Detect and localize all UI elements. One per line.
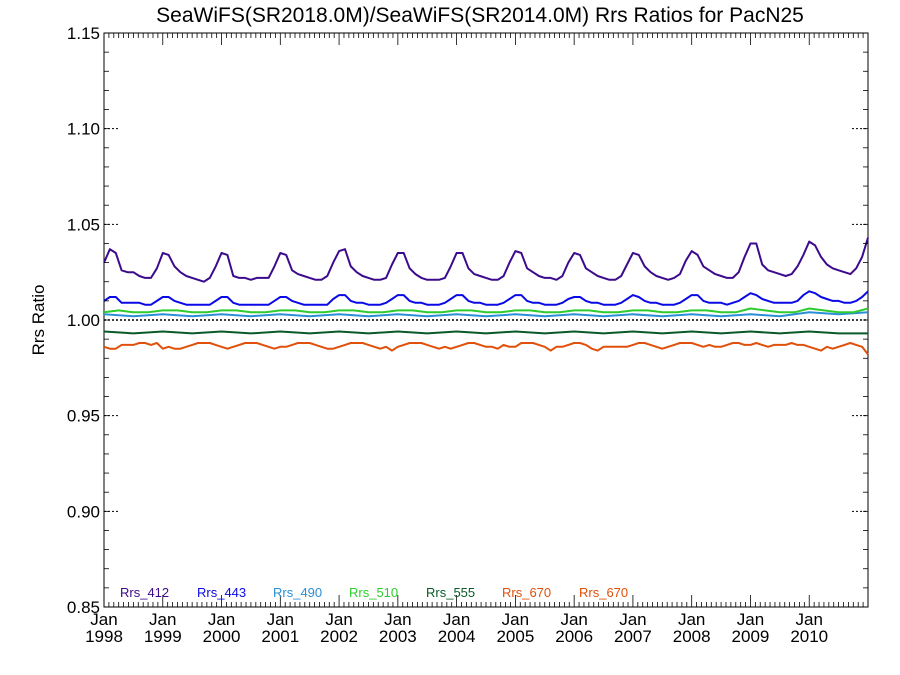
series-line-rrs-490 — [103, 311, 869, 318]
legend-item: Rrs_555 — [426, 585, 475, 600]
y-tick-label: 0.95 — [67, 407, 100, 426]
legend-item: Rrs_443 — [197, 585, 246, 600]
y-tick-label: 0.85 — [67, 598, 100, 617]
axes-layer: 0.850.900.951.001.051.101.15Jan1998Jan19… — [67, 24, 869, 646]
series-line-rrs-670 — [103, 342, 869, 356]
x-tick-label-month: Jan — [325, 610, 352, 629]
x-tick-label-year: 2008 — [673, 627, 711, 646]
x-tick-label-year: 1998 — [85, 627, 123, 646]
x-tick-label-month: Jan — [796, 610, 823, 629]
y-tick-label: 0.90 — [67, 502, 100, 521]
legend: Rrs_412 Rrs_443 Rrs_490 Rrs_510 Rrs_555 Rrs_6… — [120, 585, 628, 600]
y-tick-label: 1.10 — [67, 120, 100, 139]
x-tick-label-year: 2010 — [790, 627, 828, 646]
y-tick-label: 1.05 — [67, 215, 100, 234]
legend-item: Rrs_412 — [120, 585, 169, 600]
x-tick-label-month: Jan — [737, 610, 764, 629]
x-tick-label-year: 2003 — [379, 627, 417, 646]
x-tick-label-month: Jan — [384, 610, 411, 629]
x-tick-label-year: 2005 — [496, 627, 534, 646]
x-tick-label-month: Jan — [619, 610, 646, 629]
x-tick-label-year: 2007 — [614, 627, 652, 646]
legend-item: Rrs_510 — [349, 585, 398, 600]
series-line-rrs-443 — [103, 290, 869, 306]
x-tick-label-month: Jan — [443, 610, 470, 629]
legend-item: Rrs_670 — [579, 585, 628, 600]
series-layer — [103, 237, 869, 356]
x-tick-label-year: 2006 — [555, 627, 593, 646]
x-tick-label-month: Jan — [90, 610, 117, 629]
y-tick-label: 1.00 — [67, 311, 100, 330]
y-tick-label: 1.15 — [67, 24, 100, 43]
legend-item: Rrs_490 — [273, 585, 322, 600]
x-tick-label-month: Jan — [502, 610, 529, 629]
x-tick-label-month: Jan — [560, 610, 587, 629]
series-line-rrs-510 — [103, 307, 869, 314]
x-tick-label-year: 2004 — [438, 627, 476, 646]
x-tick-label-month: Jan — [149, 610, 176, 629]
x-tick-label-year: 2001 — [261, 627, 299, 646]
x-tick-label-month: Jan — [267, 610, 294, 629]
x-tick-label-year: 2002 — [320, 627, 358, 646]
x-tick-label-year: 2009 — [732, 627, 770, 646]
chart-title: SeaWiFS(SR2018.0M)/SeaWiFS(SR2014.0M) Rr… — [156, 4, 804, 27]
series-line-rrs-555 — [103, 330, 868, 335]
series-line-rrs-412 — [103, 237, 869, 283]
x-tick-label-year: 1999 — [144, 627, 182, 646]
legend-item: Rrs_670 — [502, 585, 551, 600]
x-tick-label-month: Jan — [208, 610, 235, 629]
x-tick-label-month: Jan — [678, 610, 705, 629]
x-tick-label-year: 2000 — [203, 627, 241, 646]
y-axis-label: Rrs Ratio — [29, 285, 48, 356]
